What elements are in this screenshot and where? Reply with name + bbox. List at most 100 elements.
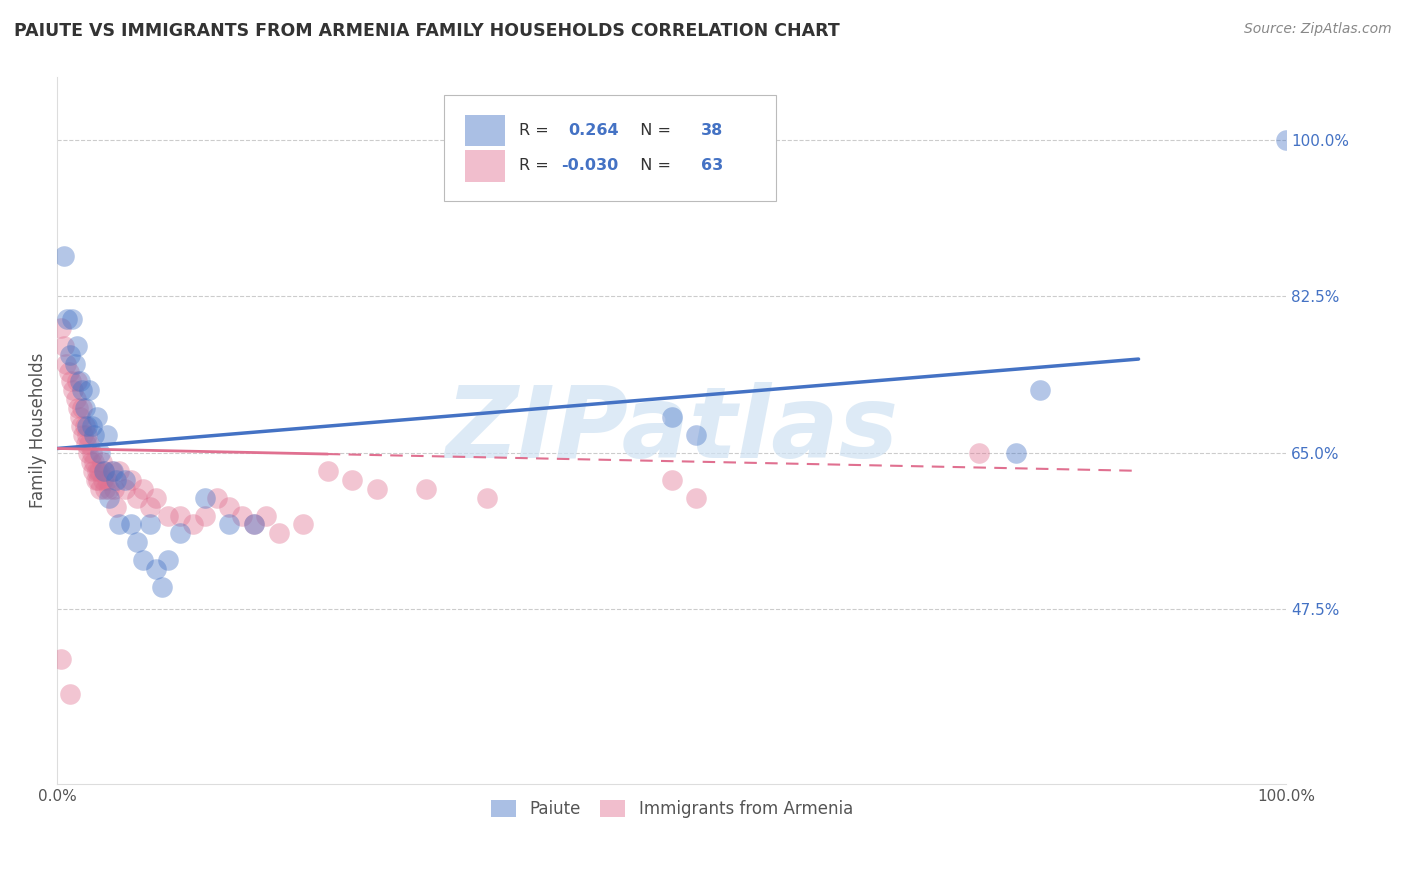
Point: [114, 482, 136, 496]
Point: [169, 508, 191, 523]
Legend: Paiute, Immigrants from Armenia: Paiute, Immigrants from Armenia: [484, 793, 859, 825]
Point: [243, 517, 266, 532]
Point: [101, 464, 124, 478]
Point: [87, 473, 110, 487]
Point: [79, 455, 101, 469]
Point: [72, 428, 94, 442]
Text: -0.030: -0.030: [561, 158, 619, 173]
Point: [59, 348, 82, 362]
Point: [60, 311, 83, 326]
Point: [98, 491, 121, 505]
Point: [63, 357, 86, 371]
Point: [80, 446, 103, 460]
Text: Source: ZipAtlas.com: Source: ZipAtlas.com: [1244, 22, 1392, 37]
Point: [55, 357, 77, 371]
Text: PAIUTE VS IMMIGRANTS FROM ARMENIA FAMILY HOUSEHOLDS CORRELATION CHART: PAIUTE VS IMMIGRANTS FROM ARMENIA FAMILY…: [14, 22, 839, 40]
Point: [84, 473, 107, 487]
Point: [150, 580, 173, 594]
Point: [75, 437, 97, 451]
Point: [62, 384, 84, 398]
Point: [100, 464, 122, 478]
Point: [366, 482, 388, 496]
Point: [132, 553, 155, 567]
Point: [59, 687, 82, 701]
Point: [105, 500, 128, 514]
Point: [685, 491, 707, 505]
Point: [194, 491, 217, 505]
Point: [96, 473, 118, 487]
Point: [52, 249, 75, 263]
Point: [477, 491, 499, 505]
Point: [114, 473, 136, 487]
Text: ZIPatlas: ZIPatlas: [446, 382, 898, 479]
Point: [205, 491, 228, 505]
Point: [93, 464, 115, 478]
Point: [76, 428, 98, 442]
Point: [661, 473, 683, 487]
Point: [77, 446, 100, 460]
Text: N =: N =: [630, 158, 676, 173]
Point: [218, 517, 240, 532]
Point: [1004, 446, 1026, 460]
Point: [145, 562, 167, 576]
Point: [132, 482, 155, 496]
Point: [86, 410, 108, 425]
Point: [51, 320, 73, 334]
Point: [80, 419, 103, 434]
Point: [69, 419, 91, 434]
Text: R =: R =: [519, 158, 554, 173]
Point: [89, 482, 111, 496]
Point: [120, 517, 142, 532]
Point: [138, 517, 160, 532]
Point: [967, 446, 990, 460]
Point: [86, 464, 108, 478]
Point: [52, 339, 75, 353]
Point: [292, 517, 315, 532]
Point: [157, 508, 180, 523]
Text: N =: N =: [630, 123, 676, 138]
Point: [90, 455, 112, 469]
Point: [254, 508, 277, 523]
Point: [91, 473, 114, 487]
Text: R =: R =: [519, 123, 554, 138]
Point: [56, 311, 79, 326]
Point: [243, 517, 266, 532]
Point: [69, 375, 91, 389]
Point: [218, 500, 240, 514]
Point: [103, 482, 125, 496]
Point: [661, 410, 683, 425]
Point: [127, 535, 149, 549]
Y-axis label: Family Households: Family Households: [30, 353, 46, 508]
Point: [69, 410, 91, 425]
Point: [194, 508, 217, 523]
Point: [108, 464, 131, 478]
Point: [93, 464, 115, 478]
Point: [127, 491, 149, 505]
Text: 38: 38: [702, 123, 724, 138]
Point: [83, 428, 105, 442]
Point: [1029, 384, 1052, 398]
Point: [66, 375, 89, 389]
Point: [181, 517, 204, 532]
Point: [65, 392, 87, 407]
Text: 63: 63: [702, 158, 724, 173]
Point: [145, 491, 167, 505]
Point: [157, 553, 180, 567]
Point: [120, 473, 142, 487]
Point: [82, 464, 104, 478]
Point: [138, 500, 160, 514]
Point: [94, 482, 117, 496]
Point: [79, 384, 101, 398]
Point: [67, 401, 90, 416]
Point: [685, 428, 707, 442]
Point: [169, 526, 191, 541]
Point: [89, 446, 111, 460]
Point: [59, 375, 82, 389]
Point: [316, 464, 339, 478]
FancyBboxPatch shape: [465, 150, 505, 182]
FancyBboxPatch shape: [444, 95, 776, 201]
Point: [267, 526, 290, 541]
Point: [1275, 133, 1298, 147]
Point: [96, 428, 118, 442]
Point: [58, 366, 80, 380]
